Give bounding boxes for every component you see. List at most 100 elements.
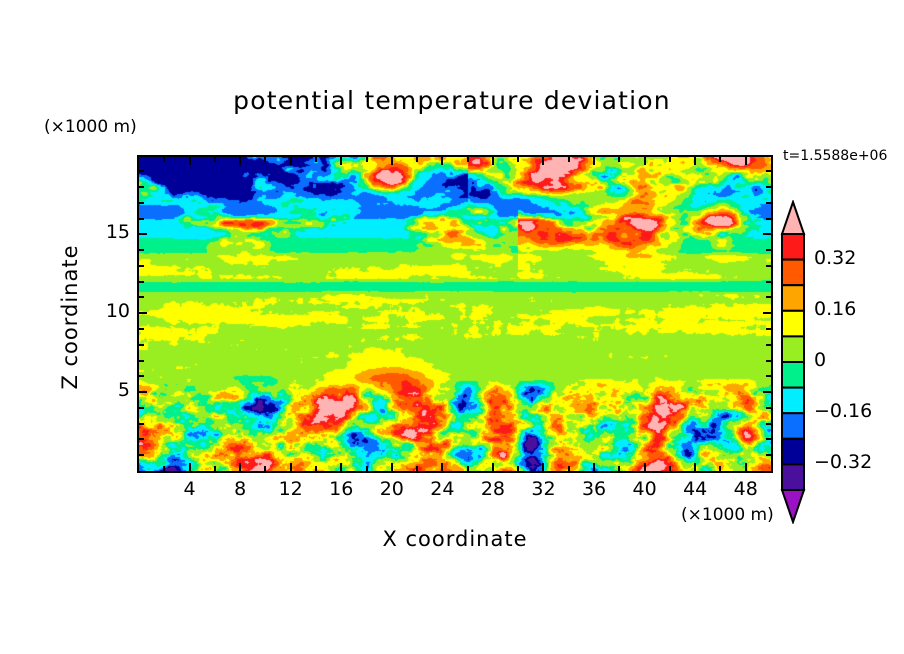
x-tick-mark-top xyxy=(340,157,343,165)
x-tick-mark-top xyxy=(542,157,545,165)
y-minor-tick-right xyxy=(766,296,771,299)
y-minor-tick-right xyxy=(766,280,771,283)
colorbar-band xyxy=(781,233,805,261)
colorbar-tick-label: −0.32 xyxy=(814,451,873,474)
y-minor-tick-right xyxy=(766,375,771,378)
x-minor-tick-top xyxy=(314,157,317,162)
x-minor-tick xyxy=(567,466,570,471)
colorbar-band xyxy=(781,335,805,363)
y-minor-tick xyxy=(139,454,144,457)
x-minor-tick xyxy=(719,466,722,471)
x-minor-tick-top xyxy=(466,157,469,162)
x-tick-label: 48 xyxy=(733,478,758,500)
x-tick-mark xyxy=(593,463,596,471)
x-tick-mark xyxy=(491,463,494,471)
y-minor-tick xyxy=(139,264,144,267)
y-tick-mark-right xyxy=(763,312,771,315)
x-tick-mark-top xyxy=(289,157,292,165)
colorbar-tick-label: 0 xyxy=(814,349,827,371)
x-minor-tick-top xyxy=(567,157,570,162)
colorbar-band xyxy=(781,463,805,491)
x-tick-mark xyxy=(694,463,697,471)
x-minor-tick-top xyxy=(163,157,166,162)
colorbar-band xyxy=(781,309,805,338)
x-tick-mark xyxy=(744,463,747,471)
colorbar-band xyxy=(781,284,805,312)
z-axis-unit-label: (×1000 m) xyxy=(44,117,137,137)
x-tick-mark-top xyxy=(390,157,393,165)
colorbar xyxy=(779,200,807,524)
x-minor-tick-top xyxy=(517,157,520,162)
y-minor-tick-right xyxy=(766,185,771,188)
y-tick-mark xyxy=(139,233,147,236)
colorbar-band xyxy=(781,361,805,389)
y-minor-tick-right xyxy=(766,264,771,267)
colorbar-band xyxy=(781,412,805,440)
x-tick-label: 36 xyxy=(581,478,607,500)
x-tick-label: 44 xyxy=(683,478,708,500)
y-minor-tick xyxy=(139,375,144,378)
x-tick-mark xyxy=(340,463,343,471)
y-axis-tick-labels: 5 10 15 xyxy=(66,0,130,654)
x-tick-mark xyxy=(289,463,292,471)
x-tick-label: 16 xyxy=(329,478,354,500)
x-minor-tick-top xyxy=(668,157,671,162)
x-tick-mark-top xyxy=(239,157,242,165)
y-minor-tick-right xyxy=(766,438,771,441)
x-tick-mark-top xyxy=(593,157,596,165)
x-minor-tick xyxy=(466,466,469,471)
y-minor-tick-right xyxy=(766,170,771,173)
y-tick-mark-right xyxy=(763,233,771,236)
y-minor-tick xyxy=(139,422,144,425)
y-tick-mark-right xyxy=(763,391,771,394)
x-minor-tick xyxy=(213,466,216,471)
x-tick-label: 20 xyxy=(379,478,404,500)
y-minor-tick xyxy=(139,249,144,252)
y-minor-tick xyxy=(139,296,144,299)
y-minor-tick-right xyxy=(766,454,771,457)
x-minor-tick-top xyxy=(416,157,419,162)
timestamp-label: t=1.5588e+06 xyxy=(783,148,888,164)
x-tick-mark-top xyxy=(694,157,697,165)
x-tick-mark-top xyxy=(744,157,747,165)
x-minor-tick-top xyxy=(719,157,722,162)
x-minor-tick-top xyxy=(618,157,621,162)
y-minor-tick-right xyxy=(766,327,771,330)
x-minor-tick xyxy=(618,466,621,471)
x-tick-mark xyxy=(239,463,242,471)
y-tick-mark xyxy=(139,312,147,315)
y-minor-tick xyxy=(139,217,144,220)
x-tick-mark xyxy=(441,463,444,471)
y-minor-tick xyxy=(139,343,144,346)
y-minor-tick xyxy=(139,170,144,173)
x-tick-label: 4 xyxy=(183,478,196,500)
contour-plot-area xyxy=(137,155,773,473)
x-tick-mark-top xyxy=(188,157,191,165)
colorbar-band xyxy=(781,258,805,287)
x-minor-tick xyxy=(668,466,671,471)
y-minor-tick-right xyxy=(766,201,771,204)
x-minor-tick xyxy=(416,466,419,471)
y-minor-tick-right xyxy=(766,217,771,220)
y-minor-tick xyxy=(139,359,144,362)
page-title: potential temperature deviation xyxy=(233,86,671,115)
x-tick-label: 32 xyxy=(531,478,556,500)
x-minor-tick xyxy=(365,466,368,471)
colorbar-unit-label: (×1000 m) xyxy=(681,505,774,525)
x-minor-tick xyxy=(517,466,520,471)
y-minor-tick xyxy=(139,280,144,283)
x-tick-mark xyxy=(188,463,191,471)
y-minor-tick xyxy=(139,201,144,204)
colorbar-band xyxy=(781,437,805,466)
colorbar-gradient xyxy=(780,200,806,524)
y-minor-tick xyxy=(139,406,144,409)
y-tick-mark xyxy=(139,391,147,394)
x-tick-label: 40 xyxy=(632,478,657,500)
y-minor-tick-right xyxy=(766,359,771,362)
x-minor-tick-top xyxy=(213,157,216,162)
x-tick-label: 28 xyxy=(480,478,505,500)
x-tick-mark-top xyxy=(643,157,646,165)
x-tick-label: 12 xyxy=(278,478,303,500)
x-tick-mark xyxy=(542,463,545,471)
y-minor-tick xyxy=(139,185,144,188)
